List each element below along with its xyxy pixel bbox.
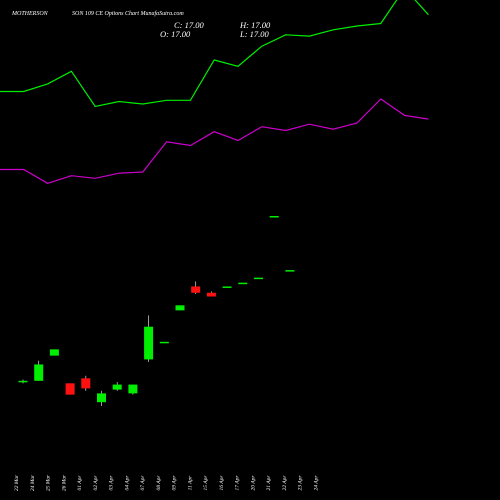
x-axis-label: 26 Mar [61,474,67,491]
x-axis-label: 11 Apr [187,475,193,490]
candle-body [285,270,295,272]
candle-body [18,380,28,383]
x-axis-label: 21 Apr [266,475,272,491]
candle-body [144,326,154,360]
x-axis-label: 16 Apr [219,475,225,491]
upper-band-line [0,0,429,108]
chart-title-right: SON 109 CE Options Chart MunafaSutra.com [72,11,184,17]
candle-body [206,292,216,297]
lower-band-line [0,98,429,184]
x-axis-label: 07 Apr [140,475,146,491]
candle-body [112,384,122,390]
x-axis-label: 22 Mar [14,474,20,491]
x-axis-label: 20 Apr [250,475,256,491]
candle-body [175,305,185,311]
open-value: O: 17.00 [160,29,191,39]
x-axis-label: 04 Apr [123,475,130,491]
x-axis-label: 09 Apr [172,475,178,491]
x-axis-label: 24 Mar [29,474,36,491]
x-axis-label: 22 Apr [282,475,288,491]
candle-body [49,349,59,356]
candle-body [191,286,201,293]
candle-body [159,341,169,344]
candle-body [97,393,106,403]
candle-body [238,282,248,285]
x-axis-label: 17 Apr [235,475,241,491]
candle-body [254,277,263,280]
x-axis-label: 25 Mar [46,474,52,491]
chart-title-left: MOTHERSON [12,11,48,17]
candle-body [222,286,232,288]
x-axis-label: 01 Apr [77,475,83,491]
x-axis-label: 03 Apr [109,475,115,491]
low-value: L: 17.00 [240,29,269,39]
candle-body [34,364,44,381]
candle-body [269,216,279,218]
candle-body [128,384,138,394]
candle-body [81,378,91,389]
x-axis-label: 24 Apr [312,475,319,491]
x-axis-label: 15 Apr [203,475,209,491]
close-value: C: 17.00 [174,20,204,30]
candle-body [65,383,75,395]
high-value: H: 17.00 [240,20,271,30]
x-axis-label: 02 Apr [93,475,99,491]
x-axis-label: 08 Apr [156,475,162,491]
x-axis-label: 23 Apr [298,475,304,491]
